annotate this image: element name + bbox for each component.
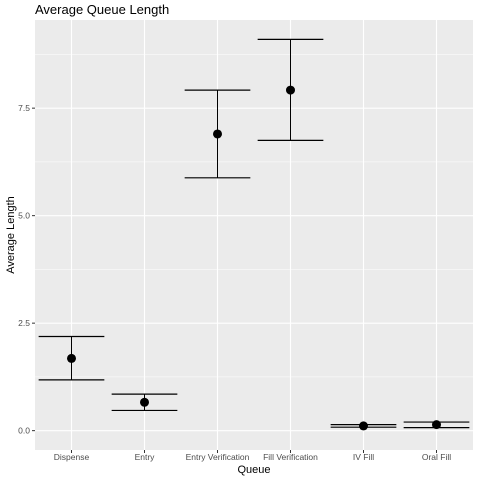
x-tick-label: IV Fill [353, 452, 374, 462]
x-axis: Dispense Entry Entry Verification Fill Veri… [54, 450, 451, 462]
errorbar-point-iv-fill [330, 421, 397, 431]
data-point [286, 85, 295, 95]
x-tick-label: Fill Verification [263, 452, 318, 462]
x-tick-label: Dispense [54, 452, 90, 462]
errorbar-point-entry [111, 393, 178, 412]
x-tick-label: Oral Fill [422, 452, 451, 462]
y-axis-title: Average Length [5, 196, 17, 273]
chart-title: Average Queue Length [35, 2, 169, 17]
data-point [359, 421, 368, 431]
y-tick-label: 7.5 [18, 103, 30, 113]
data-point [213, 129, 222, 139]
y-tick-label: 2.5 [18, 318, 30, 328]
x-tick-label: Entry [135, 452, 156, 462]
errorbar-point-fill-verification [257, 38, 324, 141]
y-tick-label: 0.0 [18, 426, 30, 436]
data-point [67, 353, 76, 363]
y-tick-label: 5.0 [18, 211, 30, 221]
data-point [140, 397, 149, 407]
data-marks [38, 38, 470, 431]
errorbar-point-dispense [38, 335, 105, 381]
data-point [432, 420, 441, 430]
x-axis-title: Queue [237, 464, 270, 476]
plot-panel [35, 20, 473, 450]
x-tick-label: Entry Verification [186, 452, 250, 462]
y-axis: 0.0 2.5 5.0 7.5 [18, 103, 35, 436]
errorbar-point-entry-verification [184, 89, 251, 179]
errorbar-point-oral-fill [403, 420, 470, 430]
